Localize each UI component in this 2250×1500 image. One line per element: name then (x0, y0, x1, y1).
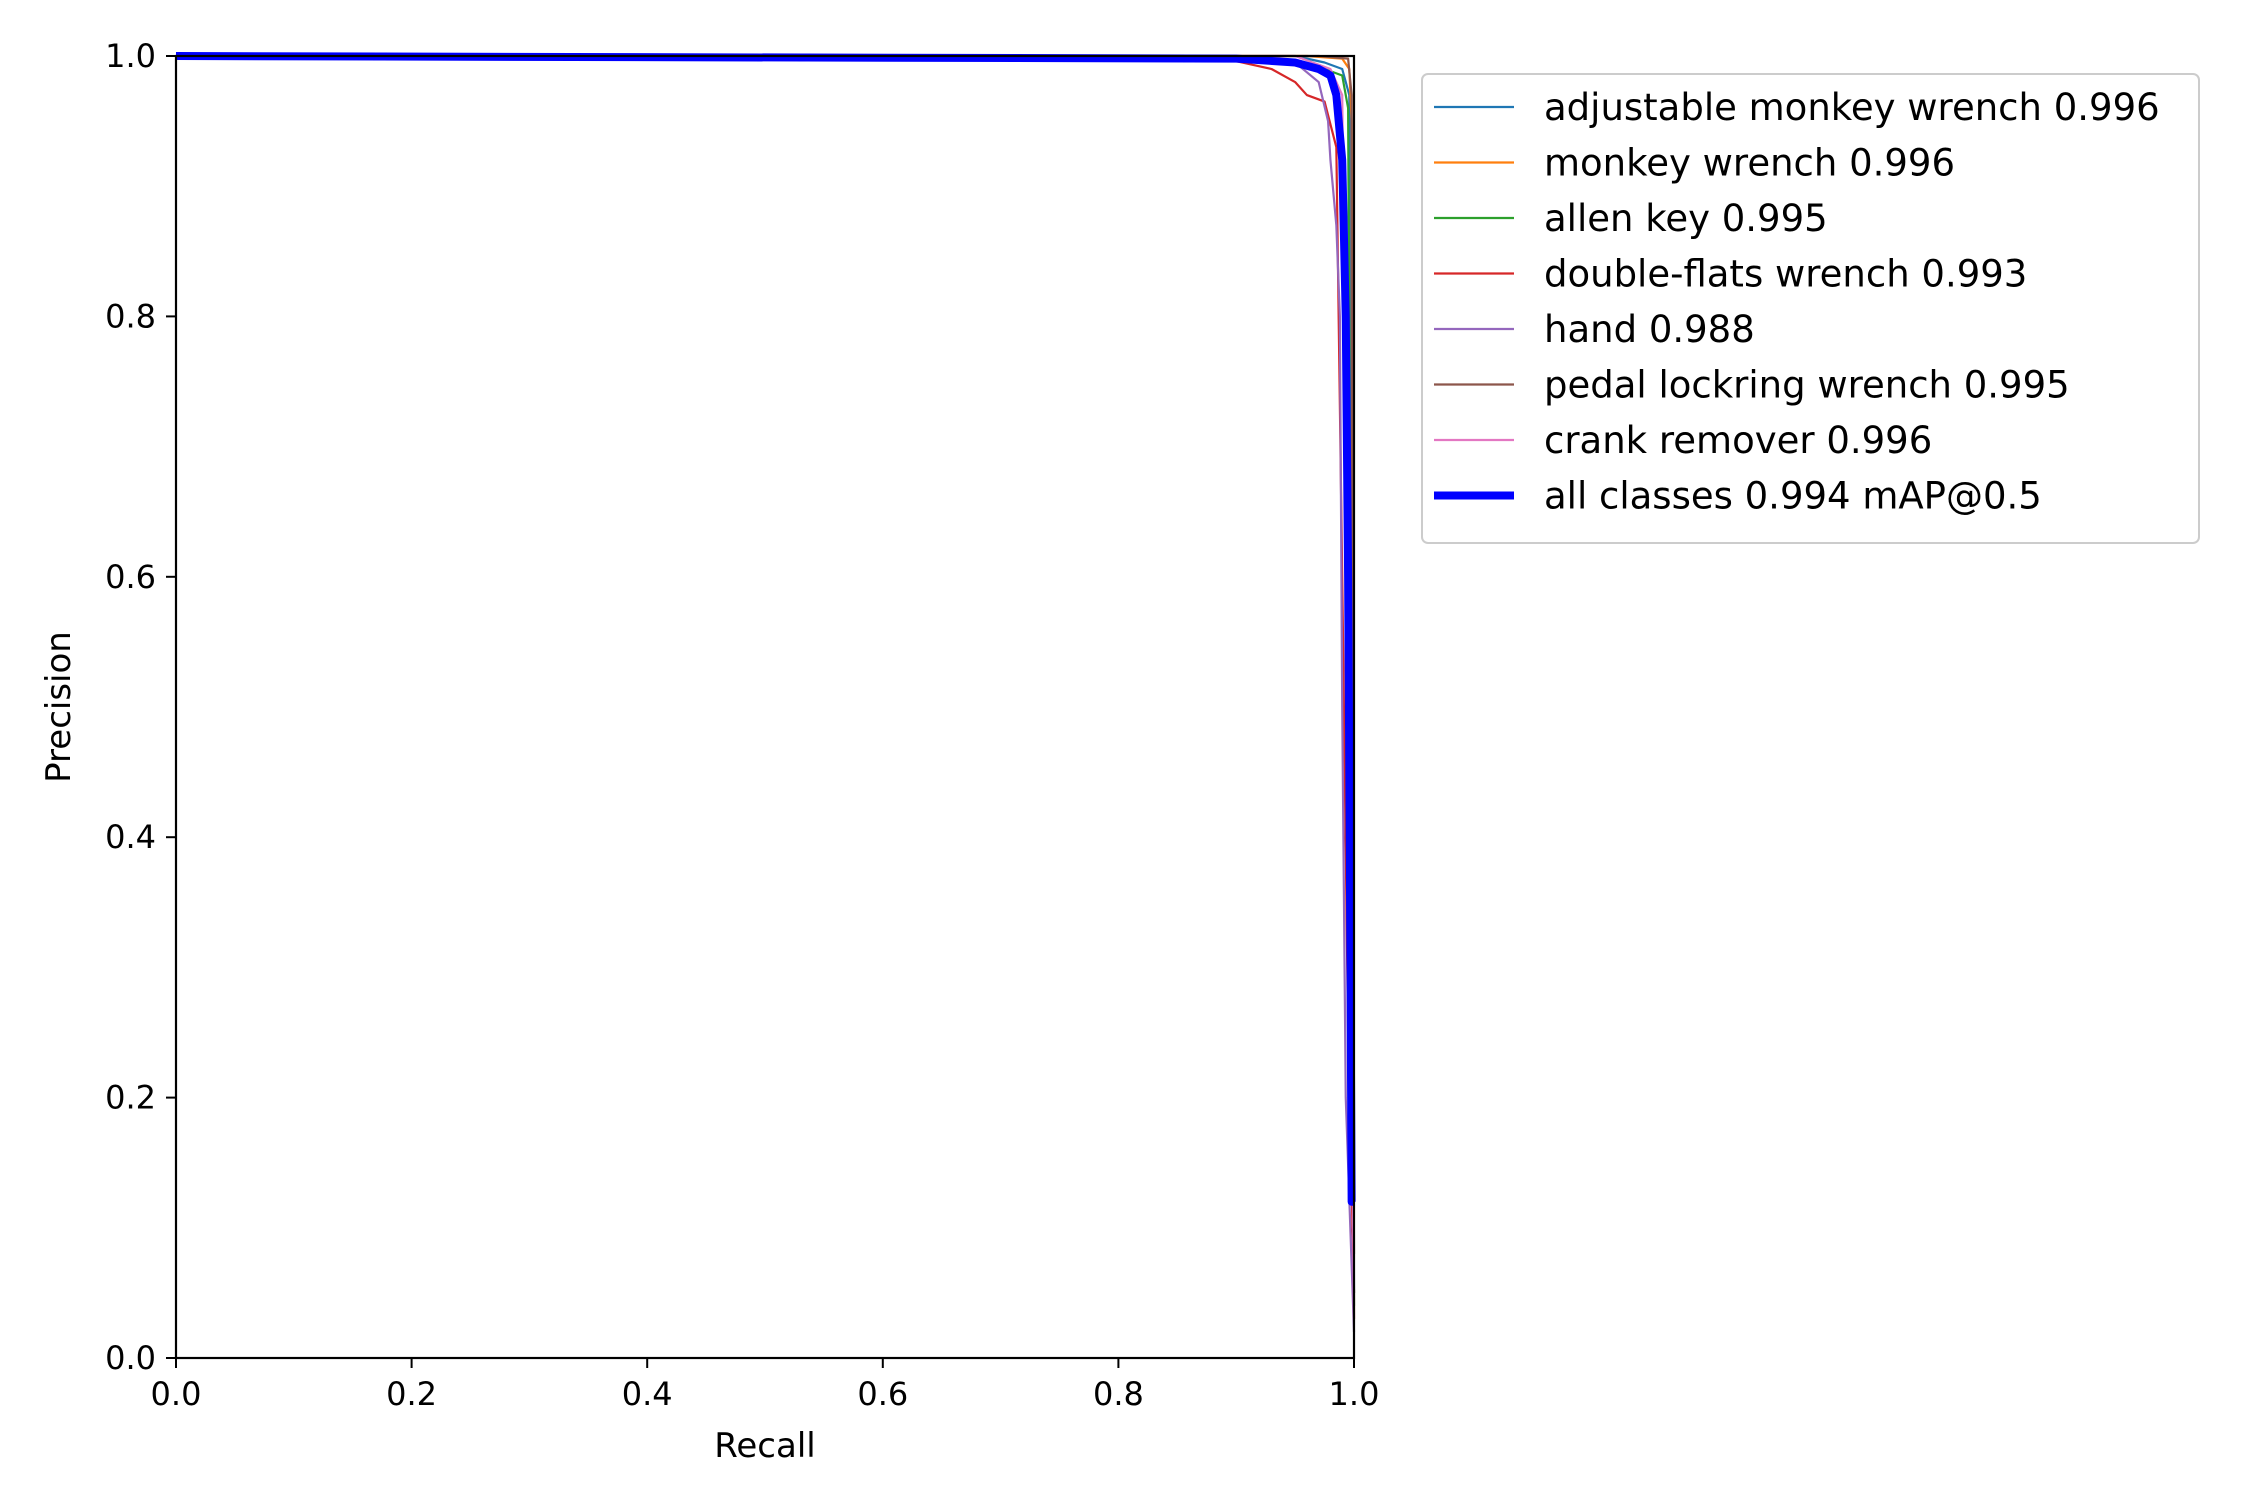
y-tick-label: 1.0 (105, 37, 156, 75)
legend: adjustable monkey wrench 0.996 monkey wre… (1421, 73, 2200, 544)
plot-area (176, 56, 1354, 1358)
axes-layer: 0.0 0.2 0.4 0.6 0.8 1.0 0.0 0.2 0.4 0.6 0.8 1.0 (105, 37, 1379, 1413)
legend-entry: hand 0.988 (1544, 308, 1755, 351)
legend-box (1421, 73, 2200, 544)
y-tick-label: 0.6 (105, 558, 156, 596)
legend-entry: all classes 0.994 mAP@0.5 (1544, 475, 2042, 518)
legend-entry: double-flats wrench 0.993 (1544, 253, 2027, 296)
x-tick-label: 0.0 (151, 1375, 202, 1413)
x-tick-label: 0.6 (857, 1375, 908, 1413)
y-tick-label: 0.4 (105, 818, 156, 856)
legend-entry: monkey wrench 0.996 (1544, 142, 1955, 185)
x-tick-label: 1.0 (1329, 1375, 1380, 1413)
y-axis-label: Precision (39, 631, 79, 783)
y-tick-label: 0.0 (105, 1339, 156, 1377)
legend-entry: pedal lockring wrench 0.995 (1544, 364, 2070, 407)
y-tick-label: 0.2 (105, 1079, 156, 1117)
x-tick-label: 0.4 (622, 1375, 673, 1413)
series-line-8 (175, 52, 1356, 1206)
legend-entry: crank remover 0.996 (1544, 419, 1932, 462)
y-tick-label: 0.8 (105, 297, 156, 335)
x-axis-label: Recall (714, 1426, 815, 1466)
x-tick-label: 0.8 (1093, 1375, 1144, 1413)
x-tick-label: 0.2 (386, 1375, 437, 1413)
legend-entry: adjustable monkey wrench 0.996 (1544, 86, 2160, 129)
axes-frame (174, 54, 1356, 1360)
legend-entry: allen key 0.995 (1544, 197, 1828, 240)
plot-background (176, 56, 1354, 1358)
